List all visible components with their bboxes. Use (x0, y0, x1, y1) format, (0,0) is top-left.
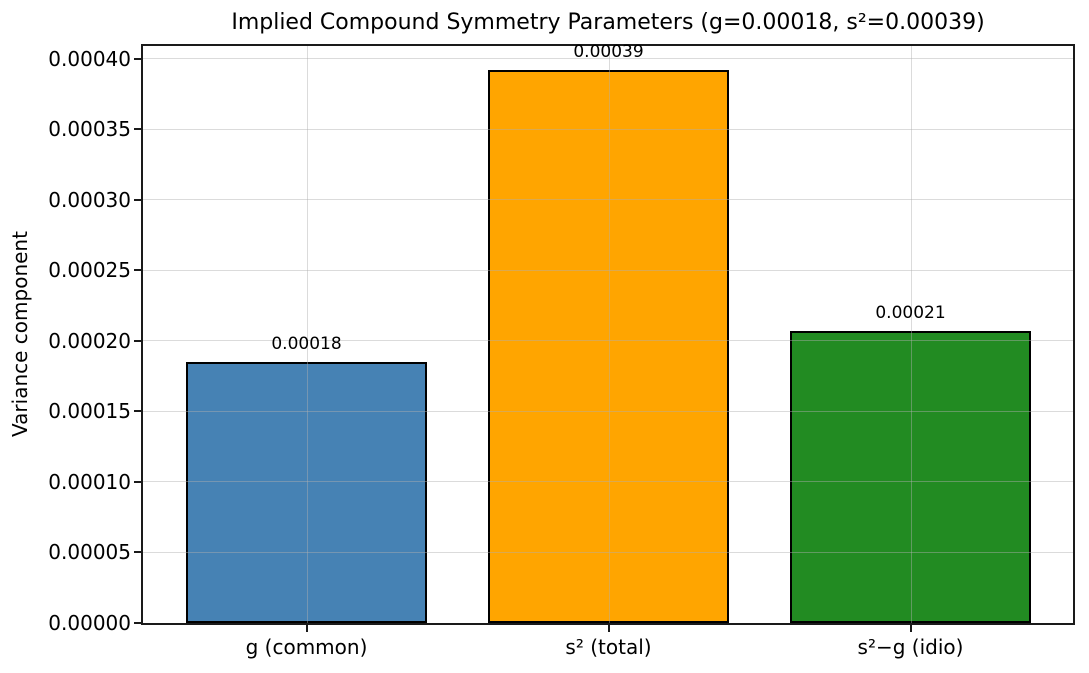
bar-value-label: 0.00021 (875, 302, 946, 323)
bar-value-label: 0.00039 (573, 41, 644, 62)
y-tick-mark (134, 339, 141, 342)
h-gridline (143, 58, 1073, 60)
h-gridline (143, 551, 1073, 553)
y-tick-mark (134, 480, 141, 483)
h-gridline (143, 199, 1073, 201)
y-tick-label: 0.00025 (48, 258, 131, 283)
x-tick-mark (909, 625, 912, 632)
bar-value-label: 0.00018 (271, 334, 342, 354)
y-tick-label: 0.00015 (48, 399, 131, 424)
h-gridline (143, 128, 1073, 130)
y-tick-label: 0.00020 (48, 328, 131, 353)
h-gridline (143, 269, 1073, 271)
y-tick-label: 0.00040 (48, 46, 131, 71)
y-tick-mark (134, 551, 141, 554)
y-tick-label: 0.00035 (48, 117, 131, 142)
v-gridline (306, 46, 308, 623)
h-gridline (143, 340, 1073, 342)
bar-2 (488, 69, 729, 623)
x-tick-mark (305, 625, 308, 632)
y-tick-mark (134, 57, 141, 60)
y-tick-mark (134, 198, 141, 201)
y-tick-label: 0.00000 (48, 611, 131, 635)
x-tick-label: s²−g (idio) (857, 635, 964, 659)
h-gridline (143, 481, 1073, 483)
y-tick-label: 0.00005 (48, 540, 131, 565)
y-tick-mark (134, 410, 141, 413)
y-tick-mark (134, 128, 141, 131)
x-tick-label: g (common) (245, 635, 368, 659)
bar-1 (186, 362, 427, 623)
h-gridline (143, 410, 1073, 412)
y-tick-label: 0.00030 (48, 187, 131, 212)
v-gridline (608, 46, 610, 623)
bar-3 (790, 330, 1031, 623)
v-gridline (910, 46, 912, 623)
x-tick-label: s² (total) (565, 635, 652, 659)
y-tick-mark (134, 622, 141, 624)
y-tick-mark (134, 269, 141, 272)
x-tick-mark (607, 625, 610, 632)
y-tick-label: 0.00010 (48, 469, 131, 494)
chart-title: Implied Compound Symmetry Parameters (g=… (231, 10, 985, 35)
